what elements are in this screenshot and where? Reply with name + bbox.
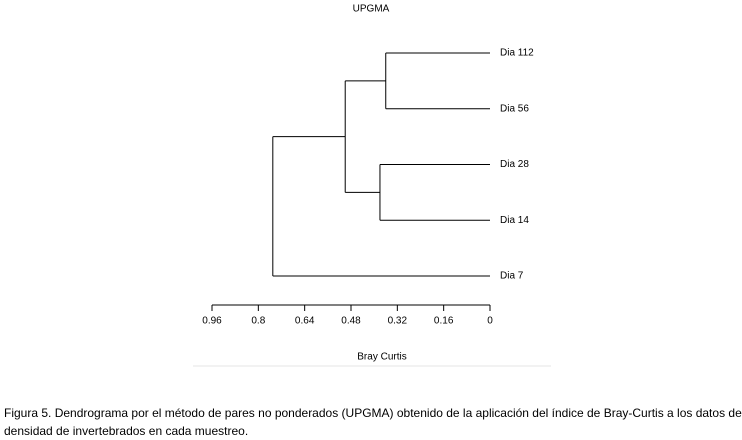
x-tick-label: 0.32 <box>388 316 408 327</box>
leaf-label: Dia 14 <box>500 215 529 226</box>
x-tick-label: 0.48 <box>341 316 361 327</box>
x-tick-label: 0.96 <box>202 316 222 327</box>
x-tick-label: 0.64 <box>295 316 315 327</box>
caption: Figura 5. Dendrograma por el método de p… <box>4 406 742 438</box>
x-tick-label: 0.8 <box>251 316 265 327</box>
x-tick-label: 0 <box>487 316 493 327</box>
leaf-label: Dia 7 <box>500 271 524 282</box>
chart-title: UPGMA <box>353 4 390 15</box>
x-tick-label: 0.16 <box>434 316 454 327</box>
leaf-label: Dia 28 <box>500 159 529 170</box>
leaf-label: Dia 112 <box>500 48 534 59</box>
chart: UPGMA Bray Curtis 0.96 0.8 0.64 0.48 0.32 0.1… <box>193 4 551 367</box>
leaf-label: Dia 56 <box>500 103 529 114</box>
x-axis-label: Bray Curtis <box>357 352 406 363</box>
